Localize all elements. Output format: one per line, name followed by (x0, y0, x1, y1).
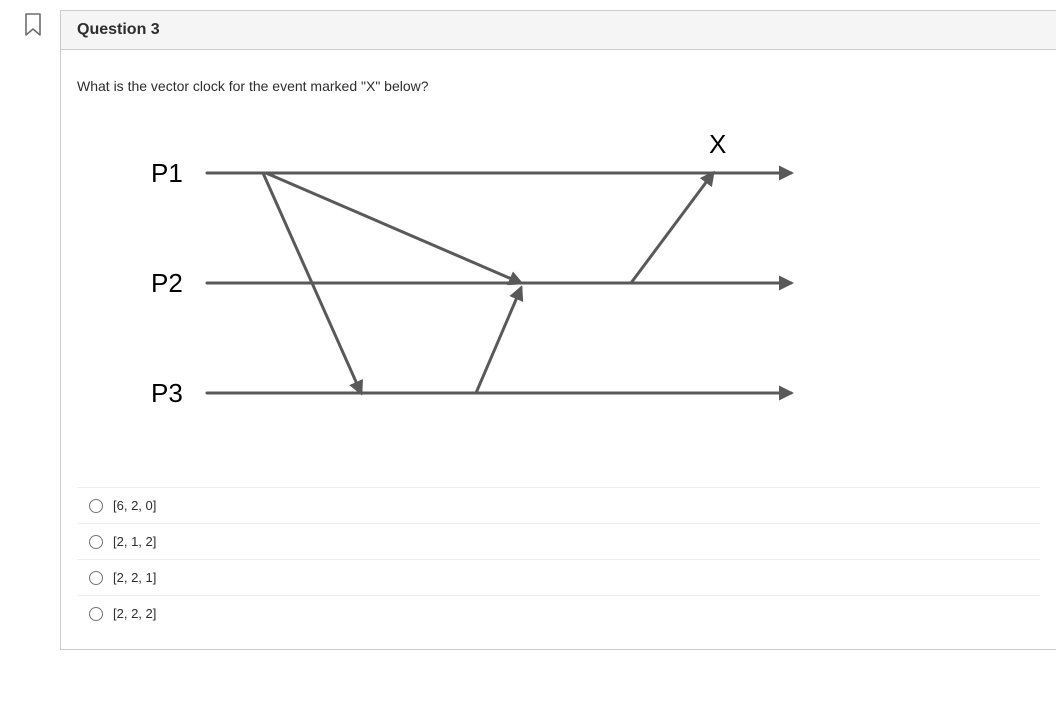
answer-radio[interactable] (89, 499, 103, 513)
answer-option[interactable]: [6, 2, 0] (77, 488, 1040, 524)
svg-text:P1: P1 (151, 158, 183, 188)
question-prompt: What is the vector clock for the event m… (77, 78, 1040, 94)
answer-option[interactable]: [2, 1, 2] (77, 524, 1040, 560)
diagram-container: P1 P2 P3 X (101, 118, 1040, 453)
answer-label: [6, 2, 0] (113, 498, 156, 513)
answer-radio[interactable] (89, 535, 103, 549)
question-panel: Question 3 What is the vector clock for … (60, 10, 1056, 650)
svg-text:P2: P2 (151, 268, 183, 298)
answer-radio[interactable] (89, 571, 103, 585)
question-header: Question 3 (61, 11, 1056, 50)
svg-text:P3: P3 (151, 378, 183, 408)
bookmark-icon[interactable] (22, 12, 46, 36)
question-body: What is the vector clock for the event m… (61, 50, 1056, 649)
answer-label: [2, 2, 1] (113, 570, 156, 585)
vector-clock-diagram: P1 P2 P3 X (101, 118, 801, 448)
question-title: Question 3 (77, 21, 160, 38)
answers-list: [6, 2, 0] [2, 1, 2] [2, 2, 1] [2, 2, 2] (77, 487, 1040, 631)
answer-option[interactable]: [2, 2, 2] (77, 596, 1040, 631)
answer-option[interactable]: [2, 2, 1] (77, 560, 1040, 596)
answer-label: [2, 2, 2] (113, 606, 156, 621)
answer-label: [2, 1, 2] (113, 534, 156, 549)
answer-radio[interactable] (89, 607, 103, 621)
svg-text:X: X (709, 129, 726, 159)
